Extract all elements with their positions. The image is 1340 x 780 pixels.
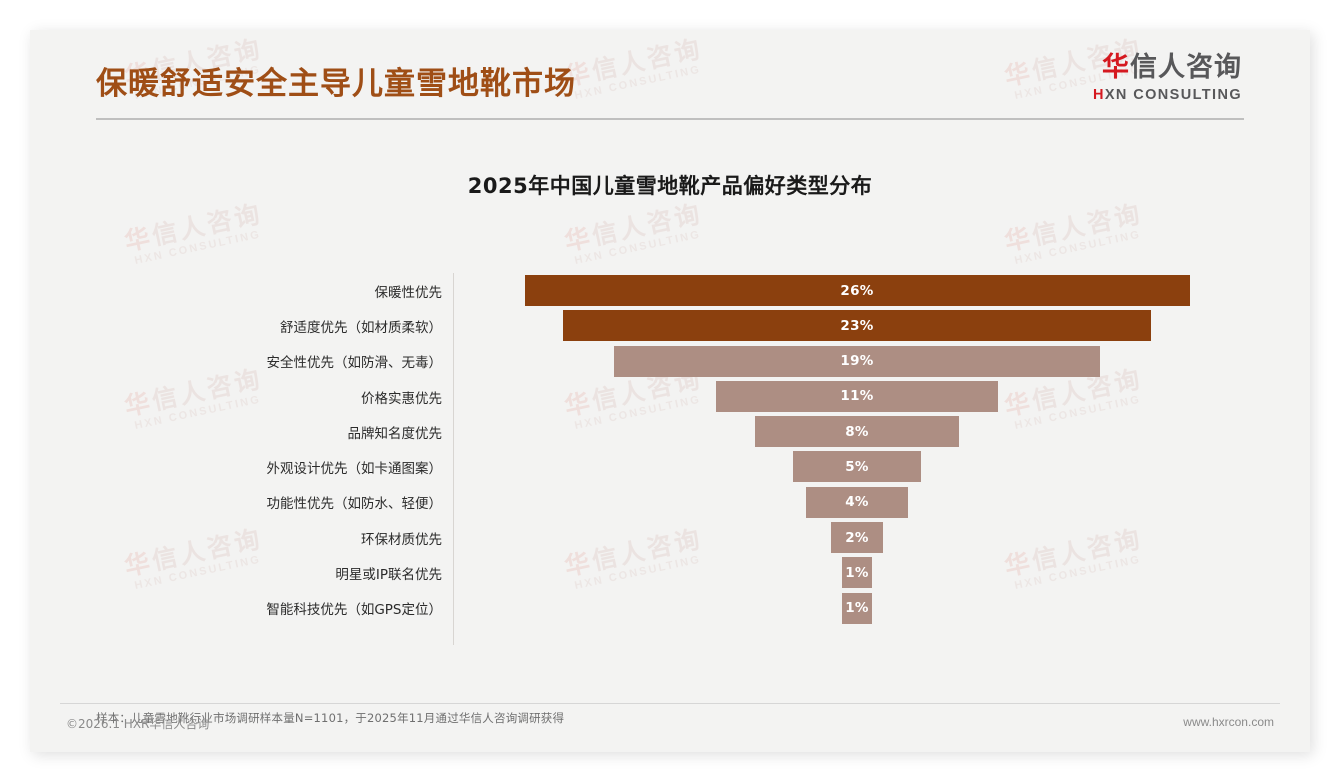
chart-row: 功能性优先（如防水、轻便） 4%: [80, 485, 1260, 520]
data-bar[interactable]: 1%: [842, 592, 872, 624]
logo-chinese-red: 华: [1102, 52, 1130, 83]
page-title: 保暖舒适安全主导儿童雪地靴市场: [96, 66, 576, 102]
copyright-text: ©2026.1 HXR华信人咨询: [66, 717, 210, 731]
chart-row: 外观设计优先（如卡通图案） 5%: [80, 449, 1260, 484]
bar-value-label: 4%: [845, 494, 869, 511]
bar-track: 5%: [454, 449, 1260, 484]
bar-track: 23%: [454, 308, 1260, 343]
bar-track: 8%: [454, 414, 1260, 449]
bar-track: 26%: [454, 273, 1260, 308]
slide-header: 保暖舒适安全主导儿童雪地靴市场 华信人咨询 HXN CONSULTING: [30, 30, 1310, 122]
category-label: 明星或IP联名优先: [335, 567, 442, 584]
category-axis-line: [453, 273, 454, 645]
bar-value-label: 1%: [845, 564, 869, 581]
category-label: 智能科技优先（如GPS定位）: [266, 602, 442, 619]
category-label: 功能性优先（如防水、轻便）: [266, 496, 443, 513]
logo-english-red: H: [1092, 87, 1105, 103]
bar-value-label: 1%: [845, 600, 869, 617]
data-bar[interactable]: 19%: [614, 345, 1100, 377]
category-label: 安全性优先（如防滑、无毒）: [266, 355, 443, 372]
chart-row: 价格实惠优先 11%: [80, 379, 1260, 414]
bar-value-label: 11%: [840, 388, 874, 405]
data-bar[interactable]: 5%: [793, 451, 921, 483]
category-label: 保暖性优先: [374, 284, 443, 301]
category-label: 品牌知名度优先: [347, 425, 443, 442]
logo-english: HXN CONSULTING: [1093, 88, 1242, 103]
chart-row: 环保材质优先 2%: [80, 520, 1260, 555]
chart-row: 智能科技优先（如GPS定位） 1%: [80, 591, 1260, 626]
data-bar[interactable]: 8%: [754, 416, 960, 448]
funnel-bar-chart: 保暖性优先 26% 舒适度优先（如材质柔软） 23% 安全性优先（如防滑、无毒） 19% 价…: [80, 245, 1260, 665]
chart-row: 品牌知名度优先 8%: [80, 414, 1260, 449]
category-label: 外观设计优先（如卡通图案）: [266, 461, 443, 478]
bar-track: 4%: [454, 485, 1260, 520]
footer-divider: [60, 703, 1280, 704]
title-divider: [96, 118, 1244, 120]
logo-chinese: 华信人咨询: [1093, 54, 1242, 81]
bar-track: 19%: [454, 344, 1260, 379]
website-link[interactable]: www.hxrcon.com: [1183, 715, 1274, 729]
data-bar[interactable]: 11%: [716, 380, 998, 412]
data-bar[interactable]: 2%: [831, 522, 883, 554]
chart-row: 安全性优先（如防滑、无毒） 19%: [80, 344, 1260, 379]
logo-chinese-rest: 信人咨询: [1130, 52, 1242, 83]
bar-value-label: 23%: [840, 317, 874, 334]
chart-row: 舒适度优先（如材质柔软） 23%: [80, 308, 1260, 343]
category-label: 舒适度优先（如材质柔软）: [280, 319, 442, 336]
source-note: 样本：儿童雪地靴行业市场调研样本量N=1101，于2025年11月通过华信人咨询…: [96, 711, 565, 725]
bar-track: 11%: [454, 379, 1260, 414]
company-logo: 华信人咨询 HXN CONSULTING: [1093, 54, 1242, 103]
chart-rows: 保暖性优先 26% 舒适度优先（如材质柔软） 23% 安全性优先（如防滑、无毒） 19% 价…: [80, 273, 1260, 626]
category-label: 环保材质优先: [361, 531, 442, 548]
chart-row: 明星或IP联名优先 1%: [80, 555, 1260, 590]
slide-card: 华信人咨询 HXN CONSULTING 华信人咨询 HXN CONSULTING 华信…: [30, 30, 1310, 752]
logo-english-rest: XN CONSULTING: [1104, 87, 1242, 103]
bar-track: 1%: [454, 555, 1260, 590]
chart-title: 2025年中国儿童雪地靴产品偏好类型分布: [467, 174, 873, 198]
data-bar[interactable]: 26%: [524, 275, 1190, 306]
bar-track: 1%: [454, 591, 1260, 626]
bar-value-label: 8%: [845, 423, 869, 440]
bar-value-label: 2%: [845, 529, 869, 546]
data-bar[interactable]: 4%: [805, 486, 909, 518]
bar-value-label: 26%: [840, 282, 874, 299]
bar-value-label: 5%: [845, 458, 869, 475]
data-bar[interactable]: 1%: [842, 557, 872, 589]
chart-row: 保暖性优先 26%: [80, 273, 1260, 308]
bar-value-label: 19%: [840, 353, 874, 370]
category-label: 价格实惠优先: [361, 390, 442, 407]
bar-track: 2%: [454, 520, 1260, 555]
data-bar[interactable]: 23%: [562, 310, 1152, 342]
